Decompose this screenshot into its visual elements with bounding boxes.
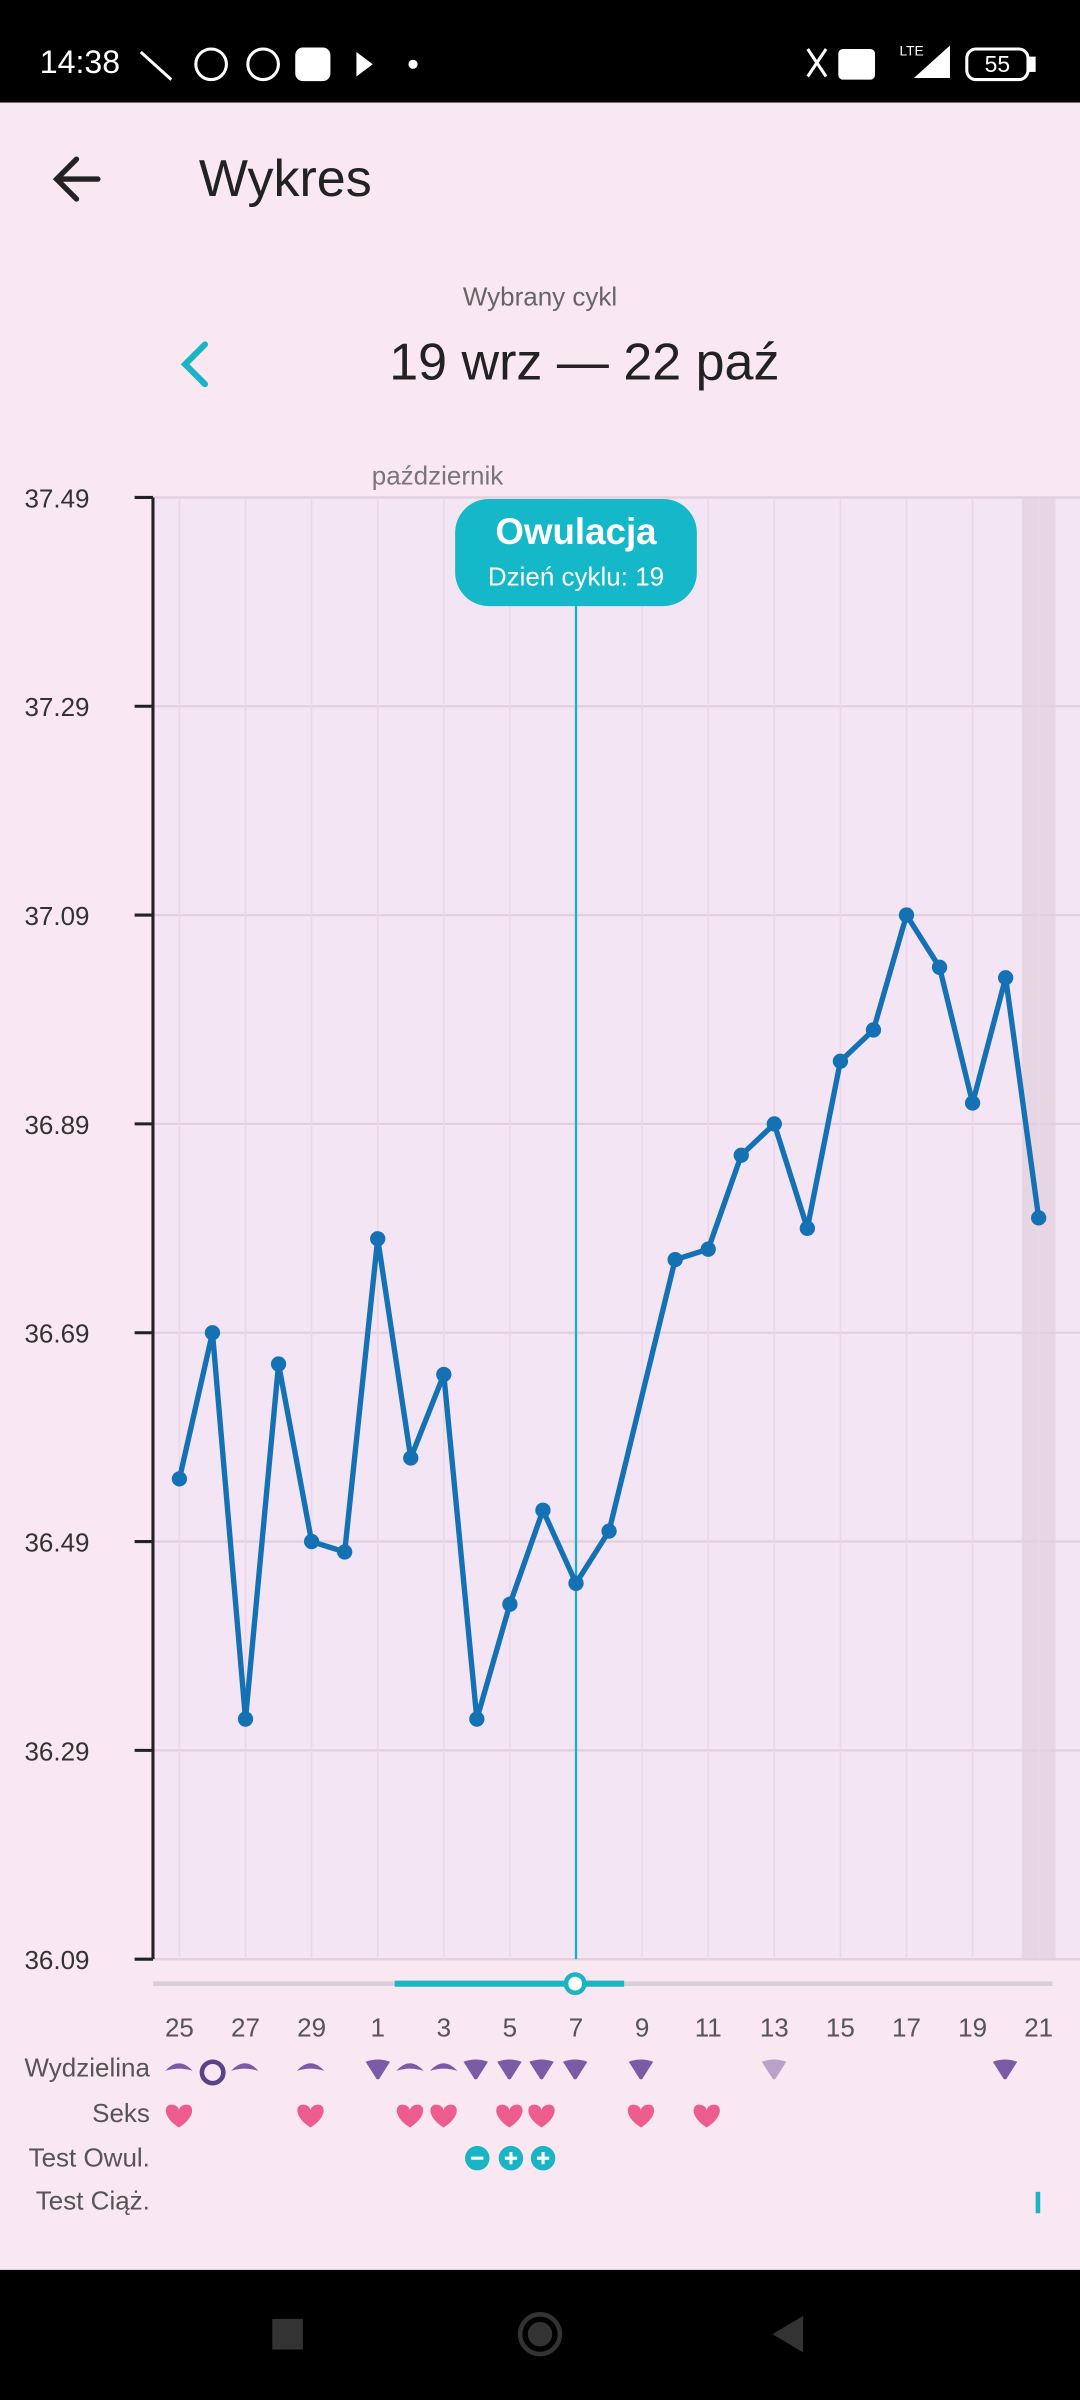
row-label: Seks bbox=[92, 2098, 150, 2128]
temperature-point bbox=[502, 1596, 518, 1612]
x-tick-label: 7 bbox=[569, 2012, 583, 2042]
x-tick-label: 27 bbox=[231, 2012, 260, 2042]
x-tick-label: 29 bbox=[297, 2012, 326, 2042]
temperature-point bbox=[303, 1533, 320, 1550]
grid: 36.09 36.29 36.49 36.69 36.89 37.09 37.29 37.49… bbox=[24, 483, 1080, 2042]
temperature-point bbox=[535, 1502, 551, 1518]
x-tick-label: 3 bbox=[437, 2012, 451, 2042]
y-tick-label: 37.49 bbox=[24, 483, 89, 513]
x-tick-label: 25 bbox=[165, 2012, 194, 2042]
cycle-range: 19 wrz — 22 paź bbox=[389, 334, 779, 392]
y-tick-label: 36.49 bbox=[24, 1527, 89, 1557]
temperature-point bbox=[931, 959, 948, 975]
x-tick-label: 1 bbox=[370, 2012, 384, 2042]
discharge-icons bbox=[165, 2059, 1018, 2086]
recents-button[interactable] bbox=[272, 2318, 303, 2350]
temperature-point bbox=[469, 1711, 485, 1727]
y-tick-label: 37.29 bbox=[24, 692, 89, 722]
x-tick-label: 15 bbox=[826, 2012, 855, 2042]
clock: 14:38 bbox=[40, 44, 120, 80]
y-tick-label: 36.29 bbox=[24, 1736, 89, 1766]
temperature-point bbox=[898, 907, 915, 923]
back-button[interactable] bbox=[52, 156, 101, 202]
ovulation-badge bbox=[455, 498, 697, 607]
x-tick-label: 17 bbox=[892, 2012, 921, 2042]
temperature-point bbox=[667, 1251, 683, 1268]
row-label: Wydzielina bbox=[24, 2052, 150, 2082]
cycle-label: Wybrany cykl bbox=[463, 281, 617, 311]
temperature-point bbox=[733, 1147, 749, 1163]
y-tick-label: 37.09 bbox=[24, 901, 89, 931]
x-tick-label: 13 bbox=[760, 2012, 789, 2042]
x-tick-label: 9 bbox=[635, 2012, 649, 2042]
temperature-point bbox=[601, 1523, 617, 1539]
x-tick-label: 19 bbox=[958, 2012, 987, 2042]
temperature-point bbox=[436, 1366, 452, 1383]
home-button-inner bbox=[527, 2321, 553, 2347]
x-tick-label: 21 bbox=[1024, 2012, 1053, 2042]
status-bar bbox=[0, 0, 1080, 103]
x-tick-label: 5 bbox=[503, 2012, 517, 2042]
temperature-point bbox=[171, 1471, 188, 1487]
slider-handle[interactable] bbox=[563, 1972, 587, 1996]
plot: Owulacja Dzień cyklu: 19 bbox=[171, 498, 1047, 1960]
temperature-point bbox=[204, 1325, 221, 1341]
temperature-point bbox=[832, 1053, 849, 1069]
y-tick-label: 36.89 bbox=[24, 1110, 89, 1140]
network-type: LTE bbox=[899, 44, 923, 59]
previous-cycle[interactable] bbox=[180, 341, 209, 388]
ovulation-test-icons bbox=[465, 2145, 556, 2171]
temperature-point bbox=[997, 970, 1014, 986]
temperature-point bbox=[270, 1356, 287, 1372]
plot-area bbox=[152, 497, 1080, 1960]
ovulation-title: Owulacja bbox=[495, 511, 657, 552]
sex-icons bbox=[165, 2104, 720, 2128]
temperature-point bbox=[403, 1450, 419, 1466]
temperature-point bbox=[370, 1231, 386, 1247]
status-icons bbox=[139, 45, 1036, 82]
x-tick-label: 11 bbox=[695, 2012, 722, 2042]
page-title: Wykres bbox=[199, 150, 372, 208]
y-tick-label: 36.09 bbox=[24, 1945, 89, 1975]
temperature-point bbox=[337, 1544, 353, 1560]
y-tick-label: 36.69 bbox=[24, 1319, 89, 1349]
month-label: październik bbox=[372, 460, 504, 490]
row-label: Test Ciąż. bbox=[36, 2185, 150, 2215]
pregnancy-test-icon bbox=[1035, 2191, 1041, 2214]
temperature-point bbox=[568, 1575, 584, 1591]
temperature-point bbox=[799, 1220, 815, 1236]
back-nav-button[interactable] bbox=[772, 2315, 804, 2353]
home-button[interactable] bbox=[517, 2311, 563, 2357]
temperature-point bbox=[964, 1095, 981, 1111]
temperature-point bbox=[865, 1022, 882, 1038]
ovulation-day: Dzień cyklu: 19 bbox=[488, 561, 664, 591]
temperature-point bbox=[237, 1711, 254, 1727]
temperature-point bbox=[766, 1116, 782, 1132]
temperature-point bbox=[700, 1241, 716, 1257]
row-label: Test Owul. bbox=[29, 2143, 150, 2173]
temperature-point bbox=[1031, 1210, 1047, 1226]
battery-level: 55 bbox=[985, 51, 1011, 77]
